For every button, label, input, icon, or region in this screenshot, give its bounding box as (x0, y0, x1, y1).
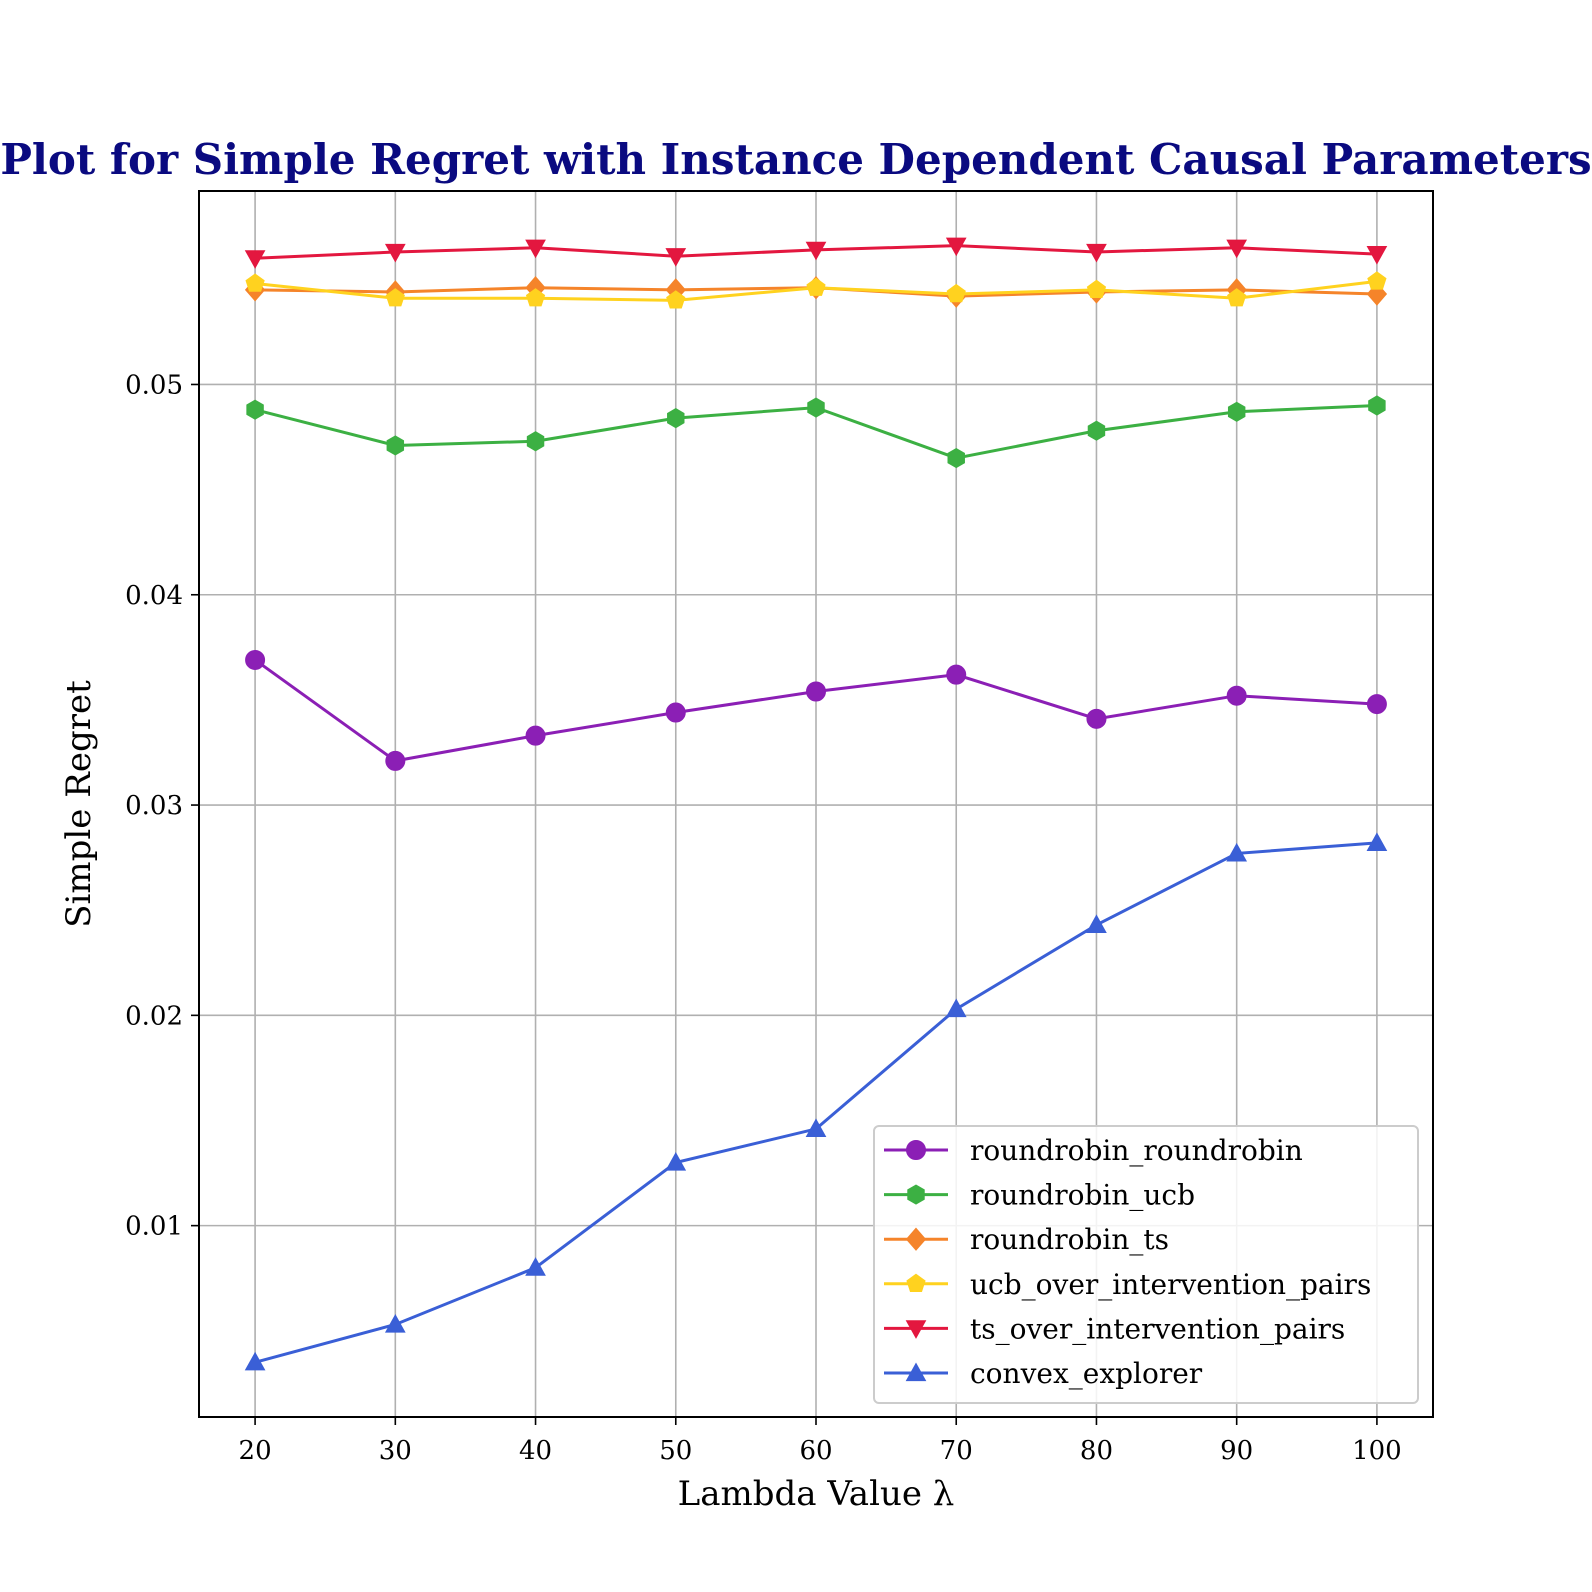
data-point (1226, 685, 1247, 706)
data-point (805, 241, 827, 261)
x-tick-label: 20 (239, 1436, 272, 1466)
y-tick-label: 0.03 (125, 791, 183, 821)
data-point (384, 243, 406, 263)
data-point (1227, 288, 1247, 307)
data-point (1226, 842, 1248, 862)
data-point (946, 283, 966, 303)
x-axis-label: Lambda Value λ (678, 1474, 955, 1514)
x-tick-label: 90 (1220, 1436, 1253, 1466)
data-point (1366, 832, 1388, 852)
legend-item: roundrobin_roundrobin (884, 1134, 1303, 1167)
series-convex-explorer (244, 832, 1388, 1371)
chart-title: Plot for Simple Regret with Instance Dep… (0, 135, 1591, 184)
legend: roundrobin_roundrobin roundrobin_ucbround… (873, 1125, 1419, 1404)
data-point (246, 399, 264, 420)
data-point (665, 248, 687, 267)
series-roundrobin-ucb (246, 395, 1386, 469)
data-point (946, 664, 967, 685)
series-ts-over-intervention-pairs (244, 237, 1388, 269)
y-tick-label: 0.01 (125, 1212, 183, 1242)
data-point (667, 408, 685, 429)
data-point (665, 1152, 687, 1171)
data-point (1086, 914, 1107, 934)
data-point (666, 290, 686, 309)
y-tick-label: 0.05 (125, 370, 183, 400)
data-point (806, 681, 826, 702)
legend-item: roundrobin_ts (884, 1223, 1169, 1256)
data-point (525, 1257, 546, 1276)
legend-label: roundrobin_roundrobin (970, 1134, 1303, 1167)
x-tick-label: 70 (940, 1436, 973, 1466)
data-point (1086, 708, 1107, 729)
legend-label: roundrobin_ucb (970, 1179, 1195, 1212)
data-point (1368, 395, 1386, 416)
data-point (525, 239, 546, 259)
legend-item: ucb_over_intervention_pairs (884, 1268, 1371, 1301)
data-point (1366, 694, 1387, 715)
data-point (1227, 401, 1246, 422)
x-tick-label: 30 (379, 1436, 412, 1466)
y-tick-label: 0.04 (125, 581, 183, 611)
legend-swatch-marker (907, 1184, 925, 1205)
series-lines (244, 237, 1388, 1371)
series-ucb-over-intervention-pairs (245, 271, 1387, 309)
legend-label: ts_over_intervention_pairs (970, 1312, 1345, 1345)
x-tick-label: 40 (519, 1436, 552, 1466)
series-roundrobin-roundrobin (245, 649, 1387, 771)
data-point (1086, 279, 1107, 299)
y-axis-label: Simple Regret (59, 680, 99, 928)
data-point (384, 1313, 406, 1333)
data-point (1366, 245, 1388, 265)
data-point (385, 288, 405, 307)
legend-swatch-marker (906, 1140, 926, 1160)
data-point (665, 702, 686, 723)
legend-box (873, 1125, 1419, 1404)
data-point (525, 288, 546, 307)
data-point (945, 998, 967, 1018)
legend-label: convex_explorer (970, 1357, 1203, 1390)
data-point (244, 1351, 266, 1371)
data-point (244, 250, 266, 269)
x-tick-label: 50 (659, 1436, 692, 1466)
data-point (806, 277, 826, 296)
data-point (245, 273, 265, 292)
legend-swatch-marker (905, 1320, 927, 1339)
legend-label: ucb_over_intervention_pairs (970, 1268, 1371, 1301)
data-point (1367, 271, 1387, 290)
x-tick-label: 80 (1080, 1436, 1113, 1466)
legend-swatch-marker (905, 1227, 927, 1251)
legend-swatch-marker (905, 1362, 927, 1382)
legend-item: roundrobin_ucb (884, 1179, 1195, 1212)
data-point (807, 397, 825, 418)
data-point (1226, 239, 1248, 259)
legend-item: convex_explorer (884, 1357, 1203, 1390)
data-point (1086, 243, 1107, 263)
data-point (526, 431, 545, 452)
data-point (1087, 420, 1106, 441)
legend-swatch-marker (906, 1273, 926, 1292)
axis-ticks: 20 30 40 50 60 70 80 90 100 0.01 0.02 0.03 0.04 0.05 (125, 370, 1402, 1466)
legend-item: ts_over_intervention_pairs (884, 1312, 1345, 1345)
x-tick-label: 60 (799, 1436, 832, 1466)
data-point (386, 435, 405, 456)
data-point (945, 237, 967, 257)
data-point (385, 750, 406, 771)
x-tick-label: 100 (1352, 1436, 1402, 1466)
data-point (245, 649, 266, 670)
data-point (805, 1118, 827, 1138)
data-point (525, 725, 546, 746)
y-tick-label: 0.02 (125, 1001, 183, 1031)
legend-label: roundrobin_ts (970, 1223, 1169, 1256)
data-point (947, 447, 965, 469)
